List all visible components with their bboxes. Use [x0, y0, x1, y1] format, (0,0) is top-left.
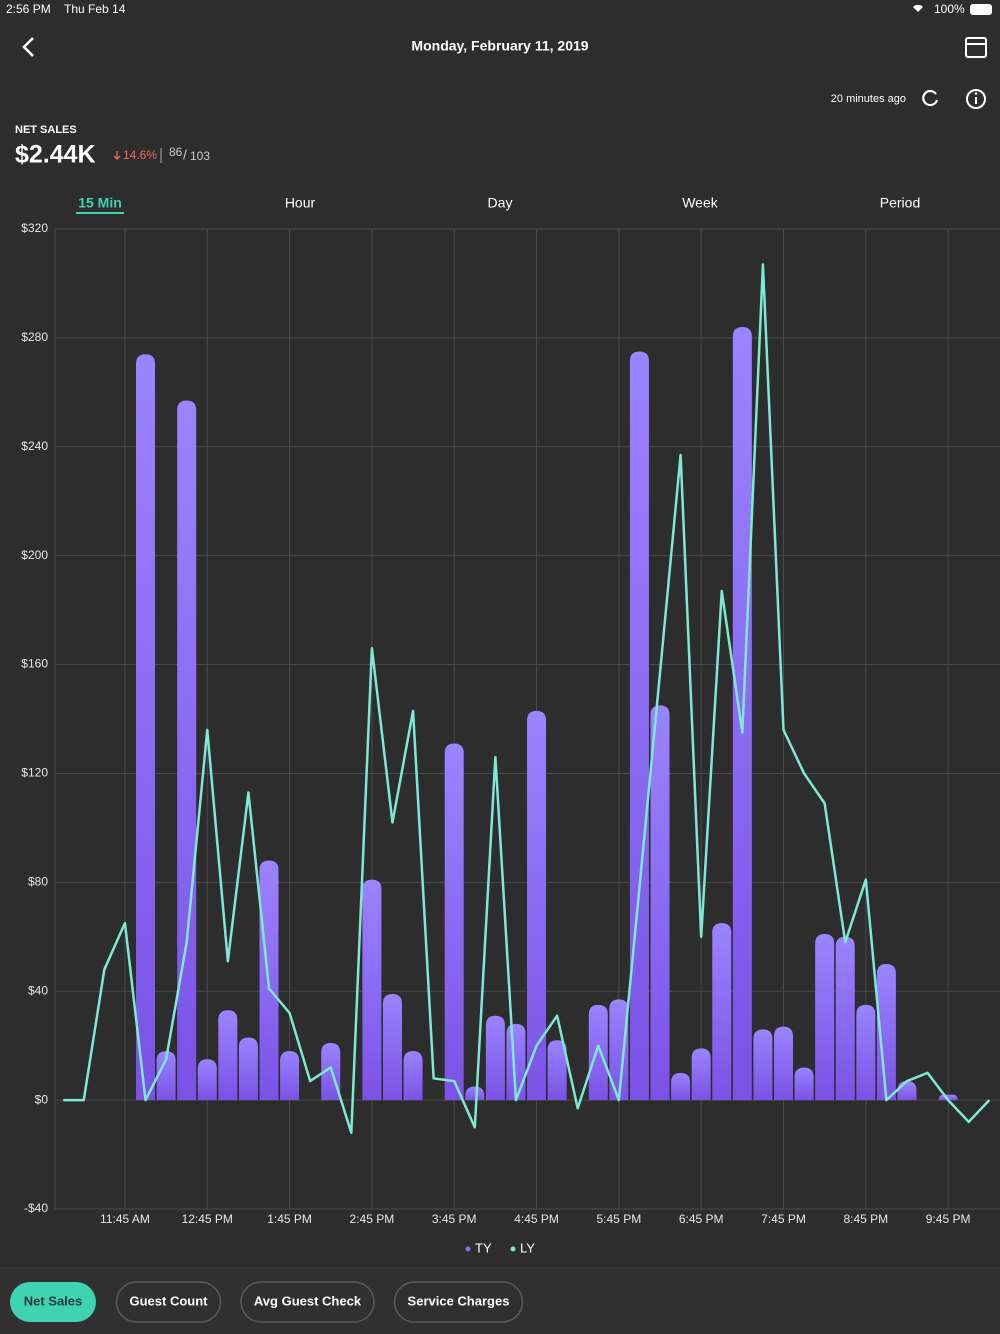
bar [403, 1051, 423, 1101]
status-date: Thu Feb 14 [64, 2, 126, 16]
x-tick-label: 4:45 PM [514, 1212, 559, 1226]
x-tick-label: 6:45 PM [679, 1212, 724, 1226]
updated-label: 20 minutes ago [831, 93, 906, 105]
y-tick-label: $200 [21, 548, 48, 562]
bar [382, 993, 402, 1101]
y-tick-label: $280 [21, 330, 48, 344]
y-tick-label: $160 [21, 657, 48, 671]
legend-marker [510, 1246, 516, 1252]
button-label: Net Sales [24, 1293, 83, 1308]
bar [774, 1026, 793, 1101]
bar [280, 1051, 300, 1101]
button-shape [393, 1281, 524, 1323]
summary-separator: / [183, 147, 187, 163]
bar [444, 743, 464, 1101]
bar [156, 1051, 176, 1101]
battery-level: 100% [934, 2, 965, 16]
button-shape [115, 1281, 222, 1323]
bar [753, 1029, 773, 1101]
summary-value: $2.44K [15, 141, 96, 169]
button-label: Guest Count [130, 1293, 209, 1308]
bar [876, 964, 896, 1101]
tab[interactable]: 15 Min [78, 195, 122, 211]
wifi-icon [913, 4, 923, 12]
refresh-button[interactable] [922, 89, 939, 107]
metric-button[interactable]: Guest Count [115, 1281, 222, 1323]
bar [238, 1037, 258, 1101]
bar [794, 1067, 814, 1101]
button-shape [240, 1281, 375, 1323]
bar [547, 1040, 567, 1101]
legend-marker [465, 1246, 471, 1252]
y-tick-label: $80 [28, 875, 48, 889]
button-label: Service Charges [408, 1293, 510, 1308]
bar [629, 351, 649, 1101]
bar [485, 1015, 505, 1101]
y-tick-label: $320 [21, 221, 48, 235]
bar [856, 1004, 876, 1101]
x-tick-label: 12:45 PM [182, 1212, 233, 1226]
metric-button[interactable]: Net Sales [10, 1282, 96, 1322]
x-tick-label: 3:45 PM [432, 1212, 477, 1226]
line [63, 263, 991, 1135]
summary-label: NET SALES [15, 124, 77, 136]
bar [897, 1081, 917, 1101]
summary-change: 14.6% [123, 148, 157, 162]
tab[interactable]: Day [488, 195, 513, 211]
bar [465, 1086, 485, 1101]
summary-count: 86 [169, 145, 183, 159]
tab[interactable]: Week [682, 195, 719, 211]
bar [197, 1059, 217, 1101]
button-label: Avg Guest Check [254, 1293, 362, 1308]
y-tick-label: $0 [35, 1092, 49, 1106]
x-tick-label: 9:45 PM [926, 1212, 971, 1226]
metric-button[interactable]: Service Charges [393, 1281, 524, 1323]
bottom-bar [0, 1268, 1000, 1334]
x-tick-label: 2:45 PM [350, 1212, 395, 1226]
bar [527, 710, 547, 1101]
info-button[interactable] [966, 89, 986, 109]
bar [588, 1004, 608, 1101]
back-button[interactable] [22, 37, 34, 57]
bar [650, 705, 670, 1101]
summary-total: 103 [190, 149, 210, 163]
bar [691, 1048, 711, 1101]
bar [712, 923, 732, 1101]
bar [609, 999, 629, 1101]
bar [938, 1094, 958, 1101]
bar [218, 1010, 238, 1101]
tab[interactable]: Hour [285, 195, 316, 211]
tab[interactable]: Period [880, 195, 920, 211]
legend-label: LY [520, 1240, 535, 1255]
bar [136, 354, 156, 1101]
button-shape [10, 1282, 96, 1322]
page-title: Monday, February 11, 2019 [411, 38, 588, 54]
tab-underline [76, 212, 124, 214]
bar [671, 1072, 691, 1101]
bar [362, 879, 382, 1101]
x-tick-label: 11:45 AM [100, 1212, 150, 1226]
down-arrow [113, 151, 121, 160]
y-tick-label: $120 [21, 766, 48, 780]
legend-label: TY [475, 1240, 492, 1255]
x-tick-label: 1:45 PM [267, 1212, 312, 1226]
bar [177, 400, 197, 1101]
x-tick-label: 5:45 PM [597, 1212, 642, 1226]
y-tick-label: $240 [21, 439, 48, 453]
metric-button[interactable]: Avg Guest Check [240, 1281, 375, 1323]
bar [506, 1023, 526, 1101]
x-tick-label: 8:45 PM [843, 1212, 888, 1226]
y-tick-label: -$40 [24, 1201, 48, 1215]
x-tick-label: 7:45 PM [761, 1212, 806, 1226]
status-time: 2:56 PM [6, 2, 51, 16]
battery-icon [970, 4, 992, 15]
bar [815, 934, 835, 1101]
bar [835, 936, 855, 1101]
calendar-button[interactable] [965, 37, 987, 58]
y-tick-label: $40 [28, 983, 48, 997]
